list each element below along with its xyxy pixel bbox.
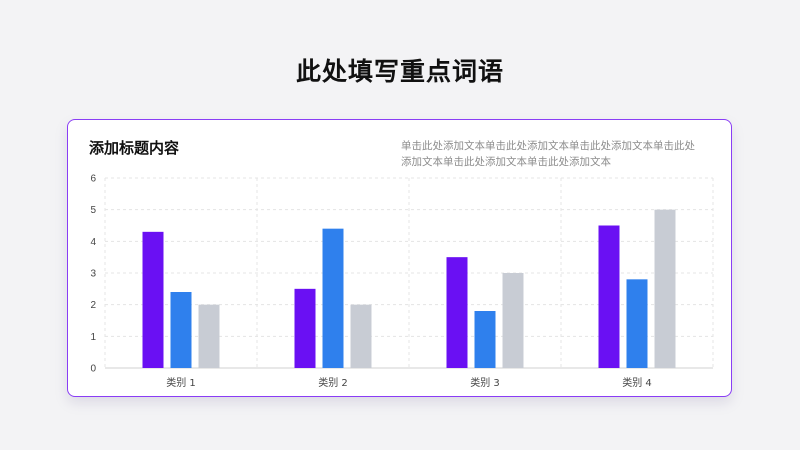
x-tick-label: 类别 1 [166, 376, 196, 389]
bar [350, 304, 372, 368]
bar [474, 311, 496, 368]
x-tick-label: 类别 3 [470, 376, 500, 389]
card-title: 添加标题内容 [89, 139, 180, 157]
y-tick-label: 6 [90, 174, 96, 185]
x-tick-label: 类别 2 [318, 376, 348, 389]
bar [654, 209, 676, 368]
bar [446, 257, 468, 368]
bar [322, 228, 344, 368]
x-tick-label: 类别 4 [622, 376, 652, 389]
card-description: 单击此处添加文本单击此处添加文本单击此处添加文本单击此处添加文本单击此处添加文本… [401, 140, 695, 168]
bar [626, 279, 648, 368]
y-tick-label: 1 [90, 332, 96, 343]
y-tick-label: 0 [90, 364, 96, 375]
bar [142, 231, 164, 368]
bar [502, 273, 524, 368]
bar [170, 292, 192, 368]
page-title: 此处填写重点词语 [295, 57, 504, 86]
chart-card: 添加标题内容 单击此处添加文本单击此处添加文本单击此处添加文本单击此处添加文本单… [67, 119, 732, 397]
y-tick-label: 2 [90, 300, 96, 311]
bar [294, 288, 316, 368]
bar [598, 225, 620, 368]
y-tick-label: 5 [90, 205, 96, 216]
y-tick-label: 4 [90, 237, 96, 248]
y-tick-label: 3 [90, 269, 96, 280]
bar-chart: 0 1 2 3 4 5 6 类别 1 类别 2 类别 3 类别 4 [90, 174, 714, 389]
bar [198, 304, 220, 368]
